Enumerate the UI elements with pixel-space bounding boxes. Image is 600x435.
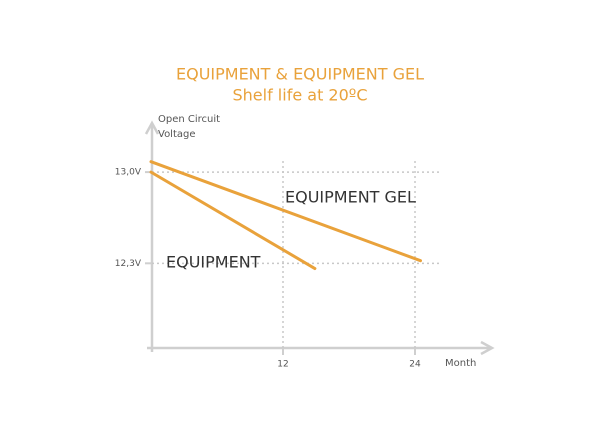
series-line — [149, 170, 317, 271]
x-axis-arrow — [480, 340, 495, 356]
y-axis-arrow — [144, 120, 160, 135]
y-tick-label: 13,0V — [115, 168, 142, 178]
chart-title: EQUIPMENT & EQUIPMENT GEL — [176, 65, 424, 84]
series-label: EQUIPMENT GEL — [285, 188, 416, 207]
y-axis-label: Voltage — [158, 129, 196, 140]
chart-subtitle: Shelf life at 20ºC — [233, 86, 368, 105]
x-tick-label: 24 — [409, 360, 421, 370]
series-line — [149, 160, 422, 263]
series-label: EQUIPMENT — [166, 253, 261, 272]
x-axis-label: Month — [445, 358, 476, 369]
y-axis-label: Open Circuit — [158, 114, 220, 125]
x-tick-label: 12 — [277, 360, 288, 370]
y-tick-label: 12,3V — [115, 259, 142, 269]
